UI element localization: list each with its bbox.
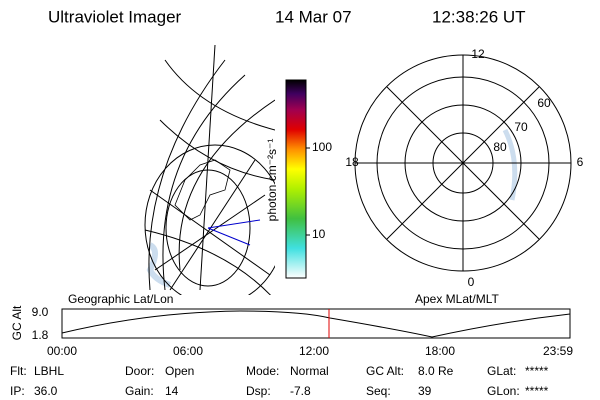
field-label: IP: (10, 384, 25, 398)
timeline-x-label: 06:00 (173, 344, 203, 358)
field-value: 8.0 Re (418, 364, 454, 378)
timeline-box (61, 308, 571, 339)
colorbar (285, 79, 307, 279)
lat-label: 80 (493, 140, 507, 154)
timeline-axis-label: GC Alt (10, 305, 24, 340)
colorbar-tick-label: 100 (312, 140, 332, 154)
field-label: Door: (125, 364, 154, 378)
lat-label: 60 (537, 96, 551, 110)
field-value: ***** (525, 384, 549, 398)
mlt-label: 12 (471, 47, 485, 61)
field-value: Open (165, 364, 194, 378)
field-value: Normal (290, 364, 329, 378)
field-label: Mode: (246, 364, 279, 378)
date: 14 Mar 07 (275, 7, 352, 26)
field-value: LBHL (34, 364, 64, 378)
lat-label: 70 (514, 120, 528, 134)
field-value: 39 (418, 384, 432, 398)
mlt-label: 6 (577, 155, 584, 169)
field-value: 14 (165, 384, 179, 398)
timeline-x-label: 23:59 (543, 344, 573, 358)
timeline-right-title: Apex MLat/MLT (415, 292, 499, 306)
field-value: -7.8 (290, 384, 311, 398)
timeline-y-label: 9.0 (32, 305, 49, 319)
field-label: GLat: (487, 364, 516, 378)
field-value: 36.0 (34, 384, 58, 398)
time: 12:38:26 UT (432, 7, 526, 26)
mlt-label: 18 (345, 155, 359, 169)
geo-map (144, 45, 275, 295)
colorbar-label: photon cm⁻²s⁻¹ (265, 139, 279, 222)
timeline-x-label: 00:00 (47, 344, 77, 358)
altitude-curve (61, 310, 571, 338)
timeline-left-title: Geographic Lat/Lon (68, 292, 173, 306)
timeline-y-label: 1.8 (32, 328, 49, 342)
colorbar-tick-label: 10 (312, 227, 326, 241)
field-label: Dsp: (246, 384, 271, 398)
field-label: Seq: (366, 384, 391, 398)
field-label: Gain: (125, 384, 154, 398)
timeline-x-label: 12:00 (299, 344, 329, 358)
timeline-x-label: 18:00 (425, 344, 455, 358)
field-label: GC Alt: (366, 364, 404, 378)
field-label: GLon: (487, 384, 520, 398)
mlt-label: 0 (468, 275, 475, 289)
field-value: ***** (525, 364, 549, 378)
title: Ultraviolet Imager (48, 7, 182, 26)
field-label: Flt: (10, 364, 27, 378)
polar-plot (354, 54, 572, 272)
